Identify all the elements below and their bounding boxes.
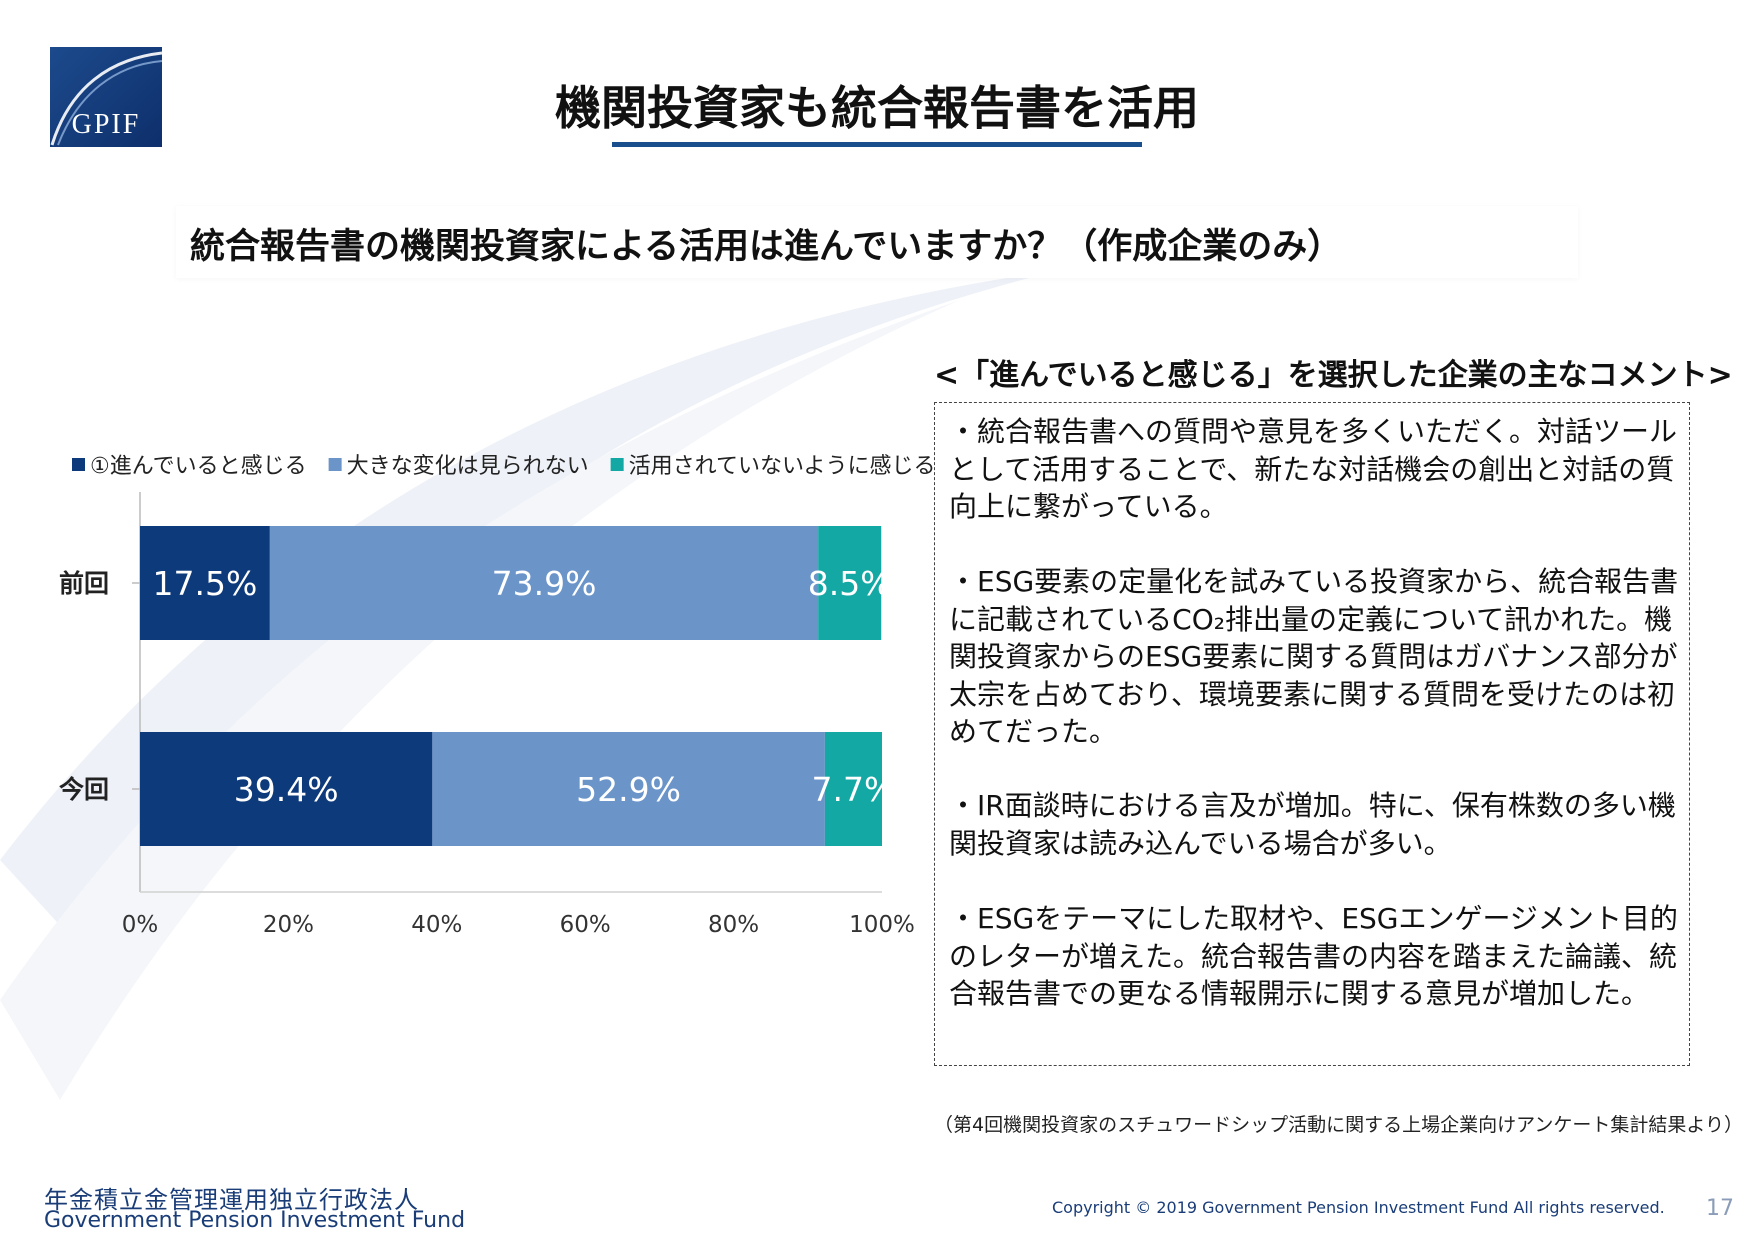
question-banner bbox=[176, 206, 1578, 278]
copyright: Copyright © 2019 Government Pension Inve… bbox=[1052, 1198, 1665, 1217]
legend-swatch bbox=[610, 458, 624, 471]
bar-segment bbox=[824, 732, 882, 846]
comment-item: ・IR面談時における言及が増加。特に、保有株数の多い機関投資家は読み込んでいる場… bbox=[949, 789, 1676, 860]
bar-segment bbox=[818, 526, 882, 640]
bar-value-label: 8.5% bbox=[808, 564, 892, 603]
bar-value-label: 39.4% bbox=[234, 770, 339, 809]
comments-box: ・統合報告書への質問や意見を多くいただく。対話ツールとして活用することで、新たな… bbox=[934, 402, 1690, 1066]
bar-value-label: 73.9% bbox=[492, 564, 597, 603]
bar-value-label: 52.9% bbox=[576, 770, 681, 809]
legend-label: ①進んでいると感じる bbox=[90, 454, 307, 479]
org-name-en: Government Pension Investment Fund bbox=[44, 1208, 466, 1233]
legend-swatch bbox=[72, 458, 85, 471]
category-label: 前回 bbox=[59, 569, 109, 598]
x-tick-label: 20% bbox=[263, 912, 314, 938]
bar-value-label: 17.5% bbox=[153, 564, 258, 603]
bar-value-label: 7.7% bbox=[812, 770, 896, 809]
survey-question: 統合報告書の機関投資家による活用は進んでいますか？（作成企業のみ） bbox=[190, 227, 1343, 267]
bar-segment bbox=[140, 732, 433, 846]
bar-segment bbox=[140, 526, 270, 640]
gpif-logo: GPIF bbox=[50, 47, 162, 147]
comment-item: ・ESG要素の定量化を試みている投資家から、統合報告書に記載されているCO₂排出… bbox=[949, 565, 1679, 748]
source-footnote: （第4回機関投資家のスチュワードシップ活動に関する上場企業向けアンケート集計結果… bbox=[934, 1114, 1743, 1136]
x-tick-label: 80% bbox=[708, 912, 759, 938]
x-tick-label: 60% bbox=[560, 912, 611, 938]
bar-segment bbox=[269, 526, 819, 640]
category-label: 今回 bbox=[59, 775, 109, 804]
x-tick-label: 40% bbox=[411, 912, 462, 938]
logo-text: GPIF bbox=[71, 109, 141, 140]
legend-swatch bbox=[328, 458, 342, 471]
legend-label: 大きな変化は見られない bbox=[347, 454, 589, 479]
bar-segment bbox=[432, 732, 825, 846]
x-tick-label: 100% bbox=[849, 912, 915, 938]
logo-arc-icon bbox=[50, 51, 162, 146]
x-tick-label: 0% bbox=[122, 912, 159, 938]
page-title: 機関投資家も統合報告書を活用 bbox=[555, 81, 1199, 135]
comment-item: ・統合報告書への質問や意見を多くいただく。対話ツールとして活用することで、新たな… bbox=[949, 415, 1678, 523]
org-name-ja: 年金積立金管理運用独立行政法人 bbox=[44, 1186, 419, 1214]
comments-heading: <「進んでいると感じる」を選択した企業の主なコメント> bbox=[934, 358, 1733, 393]
comment-item: ・ESGをテーマにした取材や、ESGエンゲージメント目的のレターが増えた。統合報… bbox=[949, 902, 1678, 1010]
page-number: 17 bbox=[1706, 1196, 1734, 1221]
legend-label: 活用されていないように感じる bbox=[629, 454, 936, 479]
title-underline bbox=[612, 142, 1142, 147]
